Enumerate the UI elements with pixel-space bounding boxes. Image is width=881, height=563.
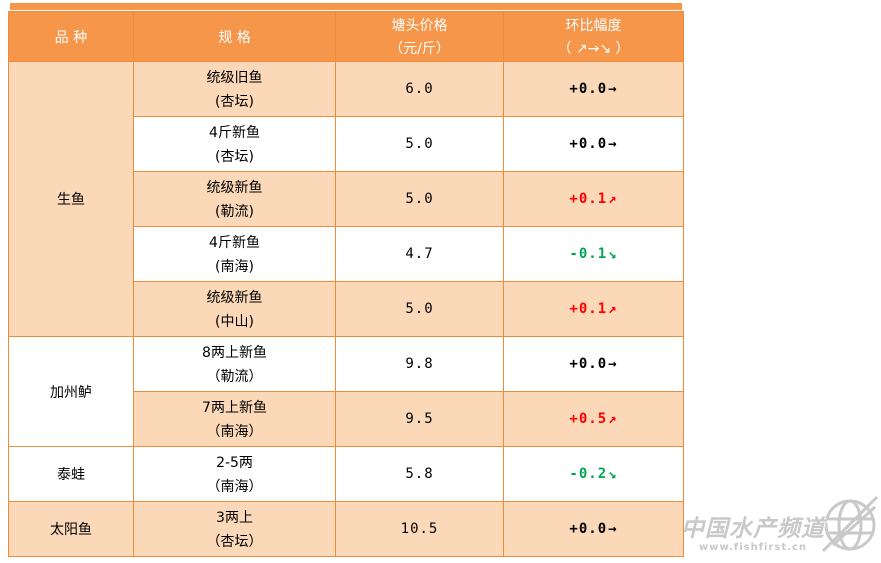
spec-location: (中山): [215, 314, 254, 331]
header-price: 塘头价格 （元/斤）: [335, 11, 504, 62]
trend-arrow-icon: ↘: [608, 466, 618, 482]
change-cell: -0.1↘: [503, 226, 684, 282]
fish-price-table: 品 种 规 格 塘头价格 （元/斤） 环比幅度 （ ↗→↘ ）: [8, 11, 684, 557]
trend-arrow-icon: →: [608, 356, 618, 372]
spec-name: 8两上新鱼: [202, 344, 267, 361]
change-cell: +0.0→: [503, 501, 684, 557]
spec-name: 3两上: [216, 509, 253, 526]
trend-arrow-icon: ↗: [608, 301, 618, 317]
table-row: 生鱼 统级旧鱼 (杏坛) 6.0 +0.0→: [8, 61, 684, 337]
change-cell: +0.0→: [503, 61, 684, 117]
price-cell: 6.0: [335, 61, 504, 117]
spec-name: 4斤新鱼: [209, 234, 260, 251]
price-cell: 5.8: [335, 446, 504, 502]
header-change: 环比幅度 （ ↗→↘ ）: [503, 11, 684, 62]
trend-arrow-icon: →: [608, 81, 618, 97]
spec-name: 2-5两: [216, 454, 253, 471]
header-variety: 品 种: [8, 11, 134, 62]
table-row: 泰蛙 2-5两 （南海） 5.8 -0.2↘: [8, 446, 684, 502]
spec-cell: 统级新鱼 (勒流): [133, 171, 336, 227]
variety-cell: 泰蛙: [8, 446, 134, 502]
trend-arrow-icon: →: [608, 521, 618, 537]
spec-location: （杏坛）: [206, 534, 263, 551]
change-value: +0.0: [569, 81, 608, 97]
header-spec: 规 格: [133, 11, 336, 62]
price-cell: 9.5: [335, 391, 504, 447]
watermark-title: 中国水产频道: [681, 516, 825, 542]
change-cell: +0.1↗: [503, 281, 684, 337]
spec-cell: 统级新鱼 (中山): [133, 281, 336, 337]
table-row: 统级新鱼 (勒流) 5.0 +0.1↗: [9, 171, 684, 227]
watermark-url: www.fishfirst.cn: [698, 542, 807, 553]
change-cell: +0.1↗: [503, 171, 684, 227]
change-value: -0.1: [569, 246, 608, 262]
spec-cell: 2-5两 （南海）: [133, 446, 336, 502]
spec-cell: 7两上新鱼 （南海）: [133, 391, 336, 447]
header-change-line2: （ ↗→↘ ）: [557, 40, 630, 57]
price-cell: 5.0: [335, 281, 504, 337]
spec-location: （南海）: [206, 424, 263, 441]
spec-cell: 4斤新鱼 (南海): [133, 226, 336, 282]
header-row: 品 种 规 格 塘头价格 （元/斤） 环比幅度 （ ↗→↘ ）: [8, 11, 684, 62]
change-cell: +0.0→: [503, 116, 684, 172]
globe-icon: [821, 495, 879, 553]
price-cell: 5.0: [335, 171, 504, 227]
spec-name: 4斤新鱼: [209, 124, 260, 141]
spec-name: 统级新鱼: [206, 179, 263, 196]
change-value: +0.1: [569, 301, 608, 317]
spec-location: (南海): [215, 259, 254, 276]
spec-cell: 8两上新鱼 （勒流）: [133, 336, 336, 392]
trend-arrow-icon: →: [608, 136, 618, 152]
table-row: 7两上新鱼 （南海） 9.5 +0.5↗: [9, 391, 684, 447]
trend-arrow-icon: ↘: [608, 246, 618, 262]
change-value: +0.5: [569, 411, 608, 427]
table-row: 加州鲈 8两上新鱼 （勒流） 9.8 +0.0→: [8, 336, 684, 447]
spec-location: (杏坛): [215, 94, 254, 111]
spec-location: (杏坛): [215, 149, 254, 166]
spec-name: 统级新鱼: [206, 289, 263, 306]
table-row: 太阳鱼 3两上 （杏坛） 10.5 +0.0→: [8, 501, 684, 557]
table-top-border: [10, 3, 682, 10]
header-price-line1: 塘头价格: [391, 18, 448, 35]
change-cell: +0.5↗: [503, 391, 684, 447]
trend-arrow-icon: ↗: [608, 191, 618, 207]
spec-cell: 3两上 （杏坛）: [133, 501, 336, 557]
table-row: 4斤新鱼 (杏坛) 5.0 +0.0→: [9, 116, 684, 172]
variety-cell: 太阳鱼: [8, 501, 134, 557]
spec-location: （南海）: [206, 479, 263, 496]
spec-cell: 4斤新鱼 (杏坛): [133, 116, 336, 172]
watermark-text: 中国水产频道 www.fishfirst.cn: [681, 509, 825, 553]
spec-name: 7两上新鱼: [202, 399, 267, 416]
spec-cell: 统级旧鱼 (杏坛): [133, 61, 336, 117]
price-cell: 10.5: [335, 501, 504, 557]
table-row: 统级新鱼 (中山) 5.0 +0.1↗: [9, 281, 684, 337]
change-cell: -0.2↘: [503, 446, 684, 502]
variety-cell: 生鱼: [8, 61, 134, 337]
table-row: 4斤新鱼 (南海) 4.7 -0.1↘: [9, 226, 684, 282]
price-cell: 9.8: [335, 336, 504, 392]
spec-location: (勒流): [215, 204, 254, 221]
header-price-line2: （元/斤）: [389, 40, 450, 57]
price-cell: 5.0: [335, 116, 504, 172]
variety-cell: 加州鲈: [8, 336, 134, 447]
spec-location: （勒流）: [206, 369, 263, 386]
change-value: -0.2: [569, 466, 608, 482]
price-cell: 4.7: [335, 226, 504, 282]
change-value: +0.0: [569, 136, 608, 152]
spec-name: 统级旧鱼: [206, 69, 263, 86]
change-value: +0.0: [569, 356, 608, 372]
change-value: +0.0: [569, 521, 608, 537]
change-cell: +0.0→: [503, 336, 684, 392]
trend-arrow-icon: ↗: [608, 411, 618, 427]
header-change-line1: 环比幅度: [565, 18, 622, 35]
watermark: 中国水产频道 www.fishfirst.cn: [679, 493, 879, 559]
change-value: +0.1: [569, 191, 608, 207]
